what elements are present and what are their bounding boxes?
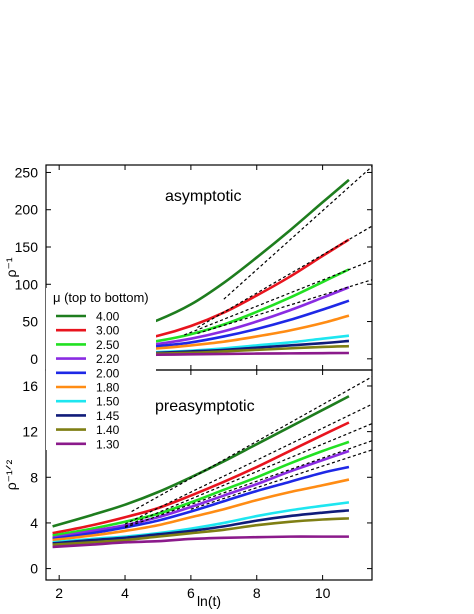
axes-frame (45, 369, 373, 581)
y-tick-label: 4 (30, 515, 38, 531)
x-tick-label: 2 (55, 585, 63, 601)
x-tick-label: 6 (187, 585, 195, 601)
panel-annotation: preasymptotic (155, 398, 255, 415)
fit-line-0 (223, 166, 372, 300)
fit-line-1 (197, 225, 372, 329)
panel-preasymptotic: 0 4 8 12 16 2 4 6 8 10 preasymptotic ρ⁻¹ᐟ² ln(t) (3, 369, 373, 609)
plot-area (52, 376, 372, 549)
series-line-1.30 (52, 535, 349, 549)
fit-line-4 (190, 449, 372, 510)
series-line-2.50 (52, 440, 350, 537)
series-line-1.40 (52, 517, 350, 546)
fit-line-3 (124, 440, 372, 529)
y-tick-label: 50 (22, 314, 38, 330)
y-tick-label: 0 (30, 561, 38, 577)
series-line-1.45 (52, 509, 350, 545)
legend-label-1.45: 1.45 (96, 409, 120, 423)
series-line-1.80 (52, 478, 350, 542)
fit-line-2 (124, 423, 372, 527)
fit-line-2 (184, 259, 372, 336)
y-tick-label: 100 (15, 276, 39, 292)
y-tick-label: 0 (30, 351, 38, 367)
legend-label-2.50: 2.50 (96, 338, 120, 352)
panel-annotation: asymptotic (165, 188, 241, 205)
y-axis-label: ρ⁻¹ᐟ² (3, 459, 19, 490)
y-tick-label: 12 (22, 424, 38, 440)
legend-label-1.80: 1.80 (96, 381, 120, 395)
legend-label-4.00: 4.00 (96, 310, 120, 324)
legend-label-1.40: 1.40 (96, 423, 120, 437)
legend: μ (top to bottom) 4.003.002.502.202.001.… (46, 288, 156, 451)
legend-label-2.00: 2.00 (96, 366, 120, 380)
legend-label-3.00: 3.00 (96, 324, 120, 338)
x-tick-label: 10 (315, 585, 331, 601)
y-tick-label: 16 (22, 378, 38, 394)
x-tick-label: 4 (121, 585, 129, 601)
fit-line-3 (197, 279, 372, 335)
series-line-2.00 (52, 465, 350, 541)
series-line-2.20 (52, 449, 350, 540)
series-line-4.00 (52, 395, 350, 528)
y-tick-label: 8 (30, 469, 38, 485)
x-axis-label: ln(t) (197, 593, 221, 609)
legend-label-2.20: 2.20 (96, 352, 120, 366)
fit-line-0 (131, 376, 372, 513)
legend-title: μ (top to bottom) (53, 290, 149, 305)
y-tick-label: 250 (15, 164, 39, 180)
y-axis-label: ρ⁻¹ (3, 257, 19, 277)
legend-label-1.30: 1.30 (96, 437, 120, 451)
x-tick-label: 8 (253, 585, 261, 601)
y-tick-label: 200 (15, 202, 39, 218)
y-tick-label: 150 (15, 239, 39, 255)
legend-items: 4.003.002.502.202.001.801.501.451.401.30 (56, 310, 120, 451)
series-line-3.00 (52, 421, 350, 535)
legend-label-1.50: 1.50 (96, 395, 120, 409)
fit-line-1 (124, 403, 372, 525)
